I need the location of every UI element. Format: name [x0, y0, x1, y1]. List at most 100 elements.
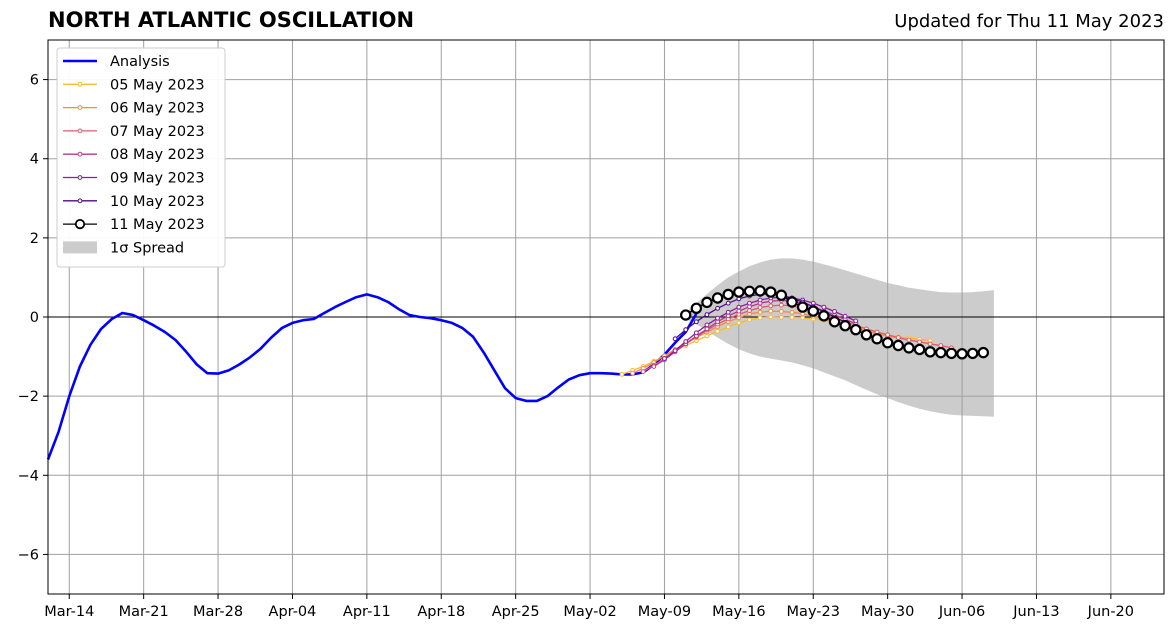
- data-point: [935, 346, 947, 359]
- data-point: [736, 308, 742, 314]
- legend-marker: [77, 81, 83, 87]
- data-point: [743, 285, 756, 297]
- legend-label: 07 May 2023: [110, 124, 205, 140]
- data-point: [754, 285, 766, 297]
- data-point: [672, 348, 678, 354]
- data-point: [796, 301, 809, 313]
- data-point: [768, 314, 774, 320]
- data-point: [704, 312, 710, 318]
- data-point: [704, 322, 710, 328]
- legend-marker: [77, 175, 83, 180]
- legend-label: 06 May 2023: [110, 101, 205, 117]
- y-tick-label: 2: [30, 231, 39, 247]
- legend-marker: [77, 105, 83, 110]
- y-tick-label: 6: [30, 73, 39, 89]
- data-point: [885, 332, 891, 338]
- data-point: [768, 308, 774, 314]
- data-point: [736, 304, 742, 310]
- data-point: [690, 302, 703, 314]
- data-point: [680, 309, 692, 321]
- data-point: [747, 308, 752, 314]
- x-tick-label: Apr-25: [492, 604, 540, 620]
- x-tick-label: Jun-13: [1012, 604, 1059, 620]
- data-point: [895, 335, 901, 340]
- data-point: [747, 317, 752, 323]
- legend-label: 05 May 2023: [110, 77, 205, 93]
- data-point: [715, 315, 720, 321]
- series-line: [46, 293, 698, 460]
- data-point: [839, 320, 851, 332]
- data-point: [927, 341, 933, 347]
- legend-label: 08 May 2023: [110, 147, 205, 163]
- chart-subtitle: Updated for Thu 11 May 2023: [894, 11, 1164, 32]
- data-point: [693, 319, 699, 325]
- data-point: [977, 346, 990, 359]
- data-point: [778, 309, 784, 314]
- data-point: [630, 370, 635, 376]
- data-point: [906, 337, 912, 343]
- x-tick-label: May-02: [563, 604, 616, 620]
- data-point: [715, 305, 720, 311]
- data-point: [704, 333, 710, 339]
- legend-label: 1σ Spread: [110, 240, 184, 256]
- series-layer: [46, 285, 990, 460]
- chart-title: NORTH ATLANTIC OSCILLATION: [48, 8, 415, 32]
- y-tick-label: 0: [30, 310, 39, 326]
- data-point: [715, 328, 720, 334]
- data-point: [789, 309, 795, 315]
- data-point: [924, 346, 936, 358]
- data-point: [768, 303, 774, 309]
- legend-label: 09 May 2023: [110, 171, 205, 187]
- legend-label: Analysis: [110, 54, 170, 70]
- x-tick-label: May-09: [638, 604, 691, 620]
- y-tick-label: −4: [18, 468, 39, 484]
- x-tick-label: Jun-06: [938, 604, 985, 620]
- data-point: [860, 329, 873, 341]
- data-point: [662, 356, 667, 361]
- legend-marker: [77, 128, 83, 134]
- data-point: [938, 343, 944, 348]
- data-point: [747, 300, 752, 306]
- x-tick-label: Mar-21: [119, 604, 169, 620]
- legend-spread-swatch: [63, 241, 97, 254]
- data-point: [778, 314, 784, 320]
- data-point: [757, 297, 763, 303]
- data-point: [725, 300, 731, 306]
- data-point: [725, 309, 731, 315]
- data-point: [778, 302, 784, 308]
- x-tick-label: Apr-11: [343, 604, 391, 620]
- x-tick-label: May-16: [712, 604, 765, 620]
- data-point: [765, 286, 777, 298]
- data-point: [850, 323, 862, 336]
- axes-layer: Mar-14 Mar-21 Mar-28 Apr-04 Apr-11 Apr-18 Apr-…: [18, 73, 1134, 620]
- data-point: [683, 327, 689, 333]
- legend-label: 10 May 2023: [110, 194, 205, 210]
- data-point: [892, 339, 904, 352]
- x-tick-label: Apr-04: [269, 604, 317, 620]
- data-point: [704, 326, 710, 332]
- data-point: [800, 315, 806, 321]
- data-point: [913, 343, 926, 356]
- data-point: [693, 330, 699, 336]
- data-point: [871, 333, 883, 345]
- y-tick-label: −6: [18, 547, 39, 563]
- data-point: [757, 315, 763, 321]
- legend: Analysis 05 May 2023 06 May 2023 07 May 202…: [56, 47, 226, 268]
- x-tick-label: Apr-18: [417, 604, 465, 620]
- x-tick-label: Mar-28: [193, 604, 243, 620]
- data-point: [966, 347, 979, 360]
- data-point: [736, 320, 742, 326]
- data-point: [775, 289, 788, 301]
- data-point: [683, 339, 689, 344]
- legend-marker: [74, 219, 86, 230]
- spread-layer: [685, 258, 994, 417]
- legend-marker: [77, 151, 83, 157]
- data-point: [711, 292, 724, 304]
- data-point: [881, 337, 894, 349]
- legend-label: 11 May 2023: [110, 217, 205, 233]
- data-point: [725, 324, 731, 330]
- data-point: [807, 305, 819, 317]
- data-point: [828, 316, 841, 328]
- data-point: [821, 304, 827, 310]
- data-point: [733, 286, 745, 298]
